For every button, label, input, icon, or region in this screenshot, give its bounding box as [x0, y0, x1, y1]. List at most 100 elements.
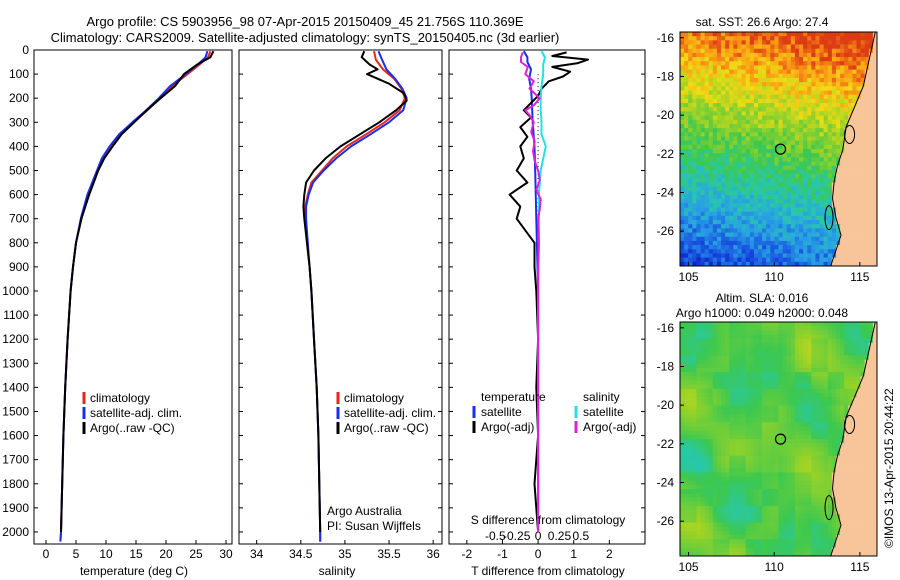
map-cell	[799, 418, 804, 423]
map-cell	[868, 401, 874, 406]
map-cell	[790, 261, 796, 267]
map-cell	[688, 489, 693, 494]
map-cell	[708, 326, 714, 331]
map-cell	[778, 94, 783, 100]
map-cell	[716, 409, 722, 415]
map-cell	[811, 153, 816, 158]
map-cell	[823, 36, 829, 41]
map-cell	[868, 409, 874, 415]
map-cell	[803, 418, 808, 423]
map-cell	[753, 330, 759, 335]
map-cell	[852, 228, 857, 233]
map-cell	[770, 326, 775, 331]
map-cell	[807, 228, 812, 233]
map-cell	[688, 228, 693, 233]
map-cell	[753, 140, 759, 146]
map-cell	[749, 384, 755, 390]
map-cell	[852, 98, 857, 104]
map-cell	[778, 169, 783, 175]
map-cell	[774, 220, 779, 225]
map-cell	[799, 86, 804, 91]
map-cell	[725, 174, 730, 179]
map-cell	[872, 409, 878, 415]
map-cell	[782, 86, 788, 91]
map-cell	[819, 359, 825, 365]
map-cell	[688, 413, 693, 419]
map-cell	[708, 98, 714, 104]
map-cell	[860, 459, 866, 465]
map-cell	[852, 497, 857, 503]
map-cell	[716, 86, 722, 91]
map-cell	[700, 359, 706, 365]
map-cell	[778, 61, 783, 66]
map-cell	[721, 257, 726, 263]
map-cell	[852, 351, 857, 356]
map-cell	[770, 128, 775, 133]
map-cell	[844, 451, 849, 457]
map-cell	[823, 326, 829, 331]
map-cell	[725, 451, 730, 457]
map-cell	[872, 342, 878, 348]
map-cell	[860, 249, 866, 254]
depth-tick-label: 300	[9, 115, 29, 129]
map-cell	[815, 240, 820, 246]
map-cell	[753, 65, 759, 71]
map-cell	[729, 61, 734, 66]
map-cell	[782, 186, 788, 192]
map-cell	[749, 153, 755, 158]
map-cell	[864, 253, 870, 259]
map-cell	[741, 401, 747, 406]
map-cell	[700, 174, 706, 179]
map-cell	[774, 257, 779, 263]
map-cell	[712, 61, 718, 66]
map-cell	[749, 322, 755, 327]
map-cell	[815, 107, 820, 112]
map-cell	[786, 215, 792, 221]
map-cell	[852, 439, 857, 444]
map-cell	[811, 342, 816, 348]
map-cell	[823, 111, 829, 116]
map-cell	[774, 326, 779, 331]
map-cell	[770, 153, 775, 158]
map-cell	[721, 426, 726, 432]
map-cell	[807, 476, 812, 482]
map-cell	[815, 388, 820, 394]
map-cell	[753, 174, 759, 179]
map-cell	[799, 61, 804, 66]
map-cell	[716, 174, 722, 179]
map-cell	[840, 476, 845, 482]
map-cell	[786, 161, 792, 167]
map-cell	[799, 367, 804, 373]
map-cell	[807, 484, 812, 490]
map-cell	[753, 422, 759, 427]
map-cell	[864, 211, 870, 217]
map-cell	[782, 363, 788, 369]
map-cell	[872, 169, 878, 175]
map-cell	[860, 384, 866, 390]
map-cell	[745, 372, 751, 377]
map-cell	[827, 401, 833, 406]
x-tick-label: 0	[535, 547, 542, 561]
series-line-argo-raw-qc-	[302, 50, 408, 533]
map-cell	[819, 342, 825, 348]
map-cell	[868, 397, 874, 402]
map-cell	[790, 405, 796, 411]
map-cell	[827, 199, 833, 204]
map-cell	[745, 409, 751, 415]
map-cell	[799, 73, 804, 79]
map-cell	[733, 94, 738, 100]
map-cell	[737, 174, 742, 179]
map-cell	[704, 334, 710, 340]
map-cell	[799, 363, 804, 369]
map-cell	[729, 52, 734, 58]
map-cell	[782, 342, 788, 348]
map-cell	[872, 430, 878, 436]
map-cell	[823, 240, 829, 246]
map-cell	[757, 161, 763, 167]
map-cell	[852, 211, 857, 217]
map-cell	[684, 376, 689, 381]
map-cell	[725, 426, 730, 432]
map-cell	[680, 338, 685, 344]
map-cell	[700, 434, 706, 440]
map-cell	[856, 380, 861, 386]
